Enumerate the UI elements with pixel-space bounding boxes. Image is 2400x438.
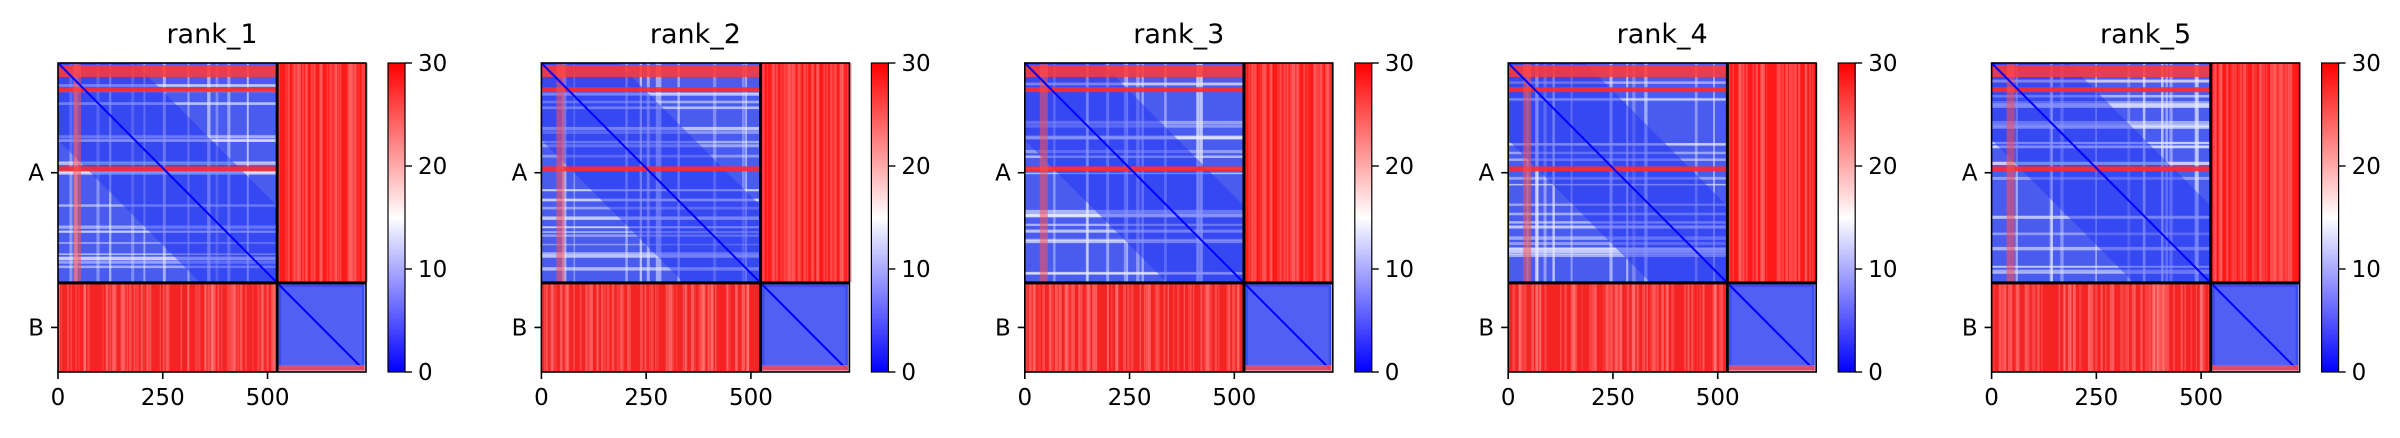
colorbar-tick-label: 0 <box>418 360 433 386</box>
heatmap-image <box>540 62 852 374</box>
panel-title: rank_5 <box>2100 19 2191 50</box>
axes-frame <box>540 62 851 373</box>
colorbar-tick-label: 10 <box>1868 257 1897 283</box>
heatmap-image <box>1507 62 1819 374</box>
x-tick-label: 500 <box>246 385 290 411</box>
colorbar-tick-label: 0 <box>901 360 916 386</box>
x-tick-label: 0 <box>1501 385 1516 411</box>
colorbar-tick-label: 0 <box>1385 360 1400 386</box>
x-tick-label: 250 <box>2074 385 2118 411</box>
colorbar <box>1354 62 1373 373</box>
y-tick-label: A <box>28 161 44 187</box>
colorbar-tick-label: 30 <box>2352 51 2381 77</box>
colorbar-tick-label: 10 <box>1385 257 1414 283</box>
x-tick-label: 250 <box>1591 385 1635 411</box>
y-tick-label: A <box>995 161 1011 187</box>
colorbar <box>387 62 406 373</box>
colorbar-tick-label: 0 <box>1868 360 1883 386</box>
colorbar-tick-label: 10 <box>901 257 930 283</box>
x-tick-label: 0 <box>1017 385 1032 411</box>
colorbar-tick-label: 10 <box>2352 257 2381 283</box>
heatmap-panel: rank_1 0 250 500 A B 0 10 20 30 <box>28 19 447 411</box>
axes-frame <box>1990 62 2301 373</box>
x-tick-label: 500 <box>2179 385 2223 411</box>
heatmap-image <box>57 62 368 374</box>
colorbar-tick-label: 30 <box>901 51 930 77</box>
y-tick-label: A <box>1962 161 1978 187</box>
colorbar-tick-label: 20 <box>418 154 447 180</box>
heatmap-panel: rank_3 0 250 500 A B 0 10 20 30 <box>995 19 1414 411</box>
x-tick-label: 500 <box>729 385 773 411</box>
colorbar-tick-label: 20 <box>901 154 930 180</box>
heatmap-image <box>1024 62 1335 374</box>
y-tick-label: B <box>28 315 44 341</box>
colorbar-tick-label: 20 <box>1385 154 1414 180</box>
x-tick-label: 250 <box>141 385 185 411</box>
axes-frame <box>1507 62 1817 373</box>
colorbar <box>2321 62 2340 373</box>
colorbar-tick-label: 20 <box>1868 154 1897 180</box>
colorbar-tick-label: 10 <box>418 257 447 283</box>
x-tick-label: 0 <box>534 385 549 411</box>
y-tick-label: B <box>995 315 1011 341</box>
x-tick-label: 0 <box>51 385 66 411</box>
y-tick-label: B <box>512 315 528 341</box>
panel-title: rank_3 <box>1133 19 1224 50</box>
panel-title: rank_4 <box>1617 19 1708 50</box>
x-tick-label: 0 <box>1984 385 1999 411</box>
heatmap-panel: rank_4 0 250 500 A B 0 10 20 30 <box>1478 19 1897 411</box>
colorbar-tick-label: 30 <box>1385 51 1414 77</box>
heatmap-image <box>1990 62 2302 374</box>
y-tick-label: A <box>512 161 528 187</box>
colorbar-tick-label: 30 <box>418 51 447 77</box>
y-tick-label: B <box>1478 315 1494 341</box>
colorbar-tick-label: 30 <box>1868 51 1897 77</box>
panel-title: rank_1 <box>166 19 257 50</box>
x-tick-label: 500 <box>1696 385 1740 411</box>
axes-frame <box>57 62 367 373</box>
axes-frame <box>1024 62 1334 373</box>
heatmap-panel: rank_5 0 250 500 A B 0 10 20 30 <box>1962 19 2381 411</box>
colorbar <box>870 62 890 373</box>
colorbar-tick-label: 20 <box>2352 154 2381 180</box>
colorbar <box>1837 62 1856 373</box>
panel-title: rank_2 <box>650 19 741 50</box>
x-tick-label: 250 <box>1108 385 1152 411</box>
y-tick-label: A <box>1478 161 1494 187</box>
x-tick-label: 500 <box>1212 385 1256 411</box>
heatmap-panel: rank_2 0 250 500 A B 0 10 20 30 <box>512 19 931 411</box>
x-tick-label: 250 <box>624 385 668 411</box>
y-tick-label: B <box>1962 315 1978 341</box>
colorbar-tick-label: 0 <box>2352 360 2367 386</box>
